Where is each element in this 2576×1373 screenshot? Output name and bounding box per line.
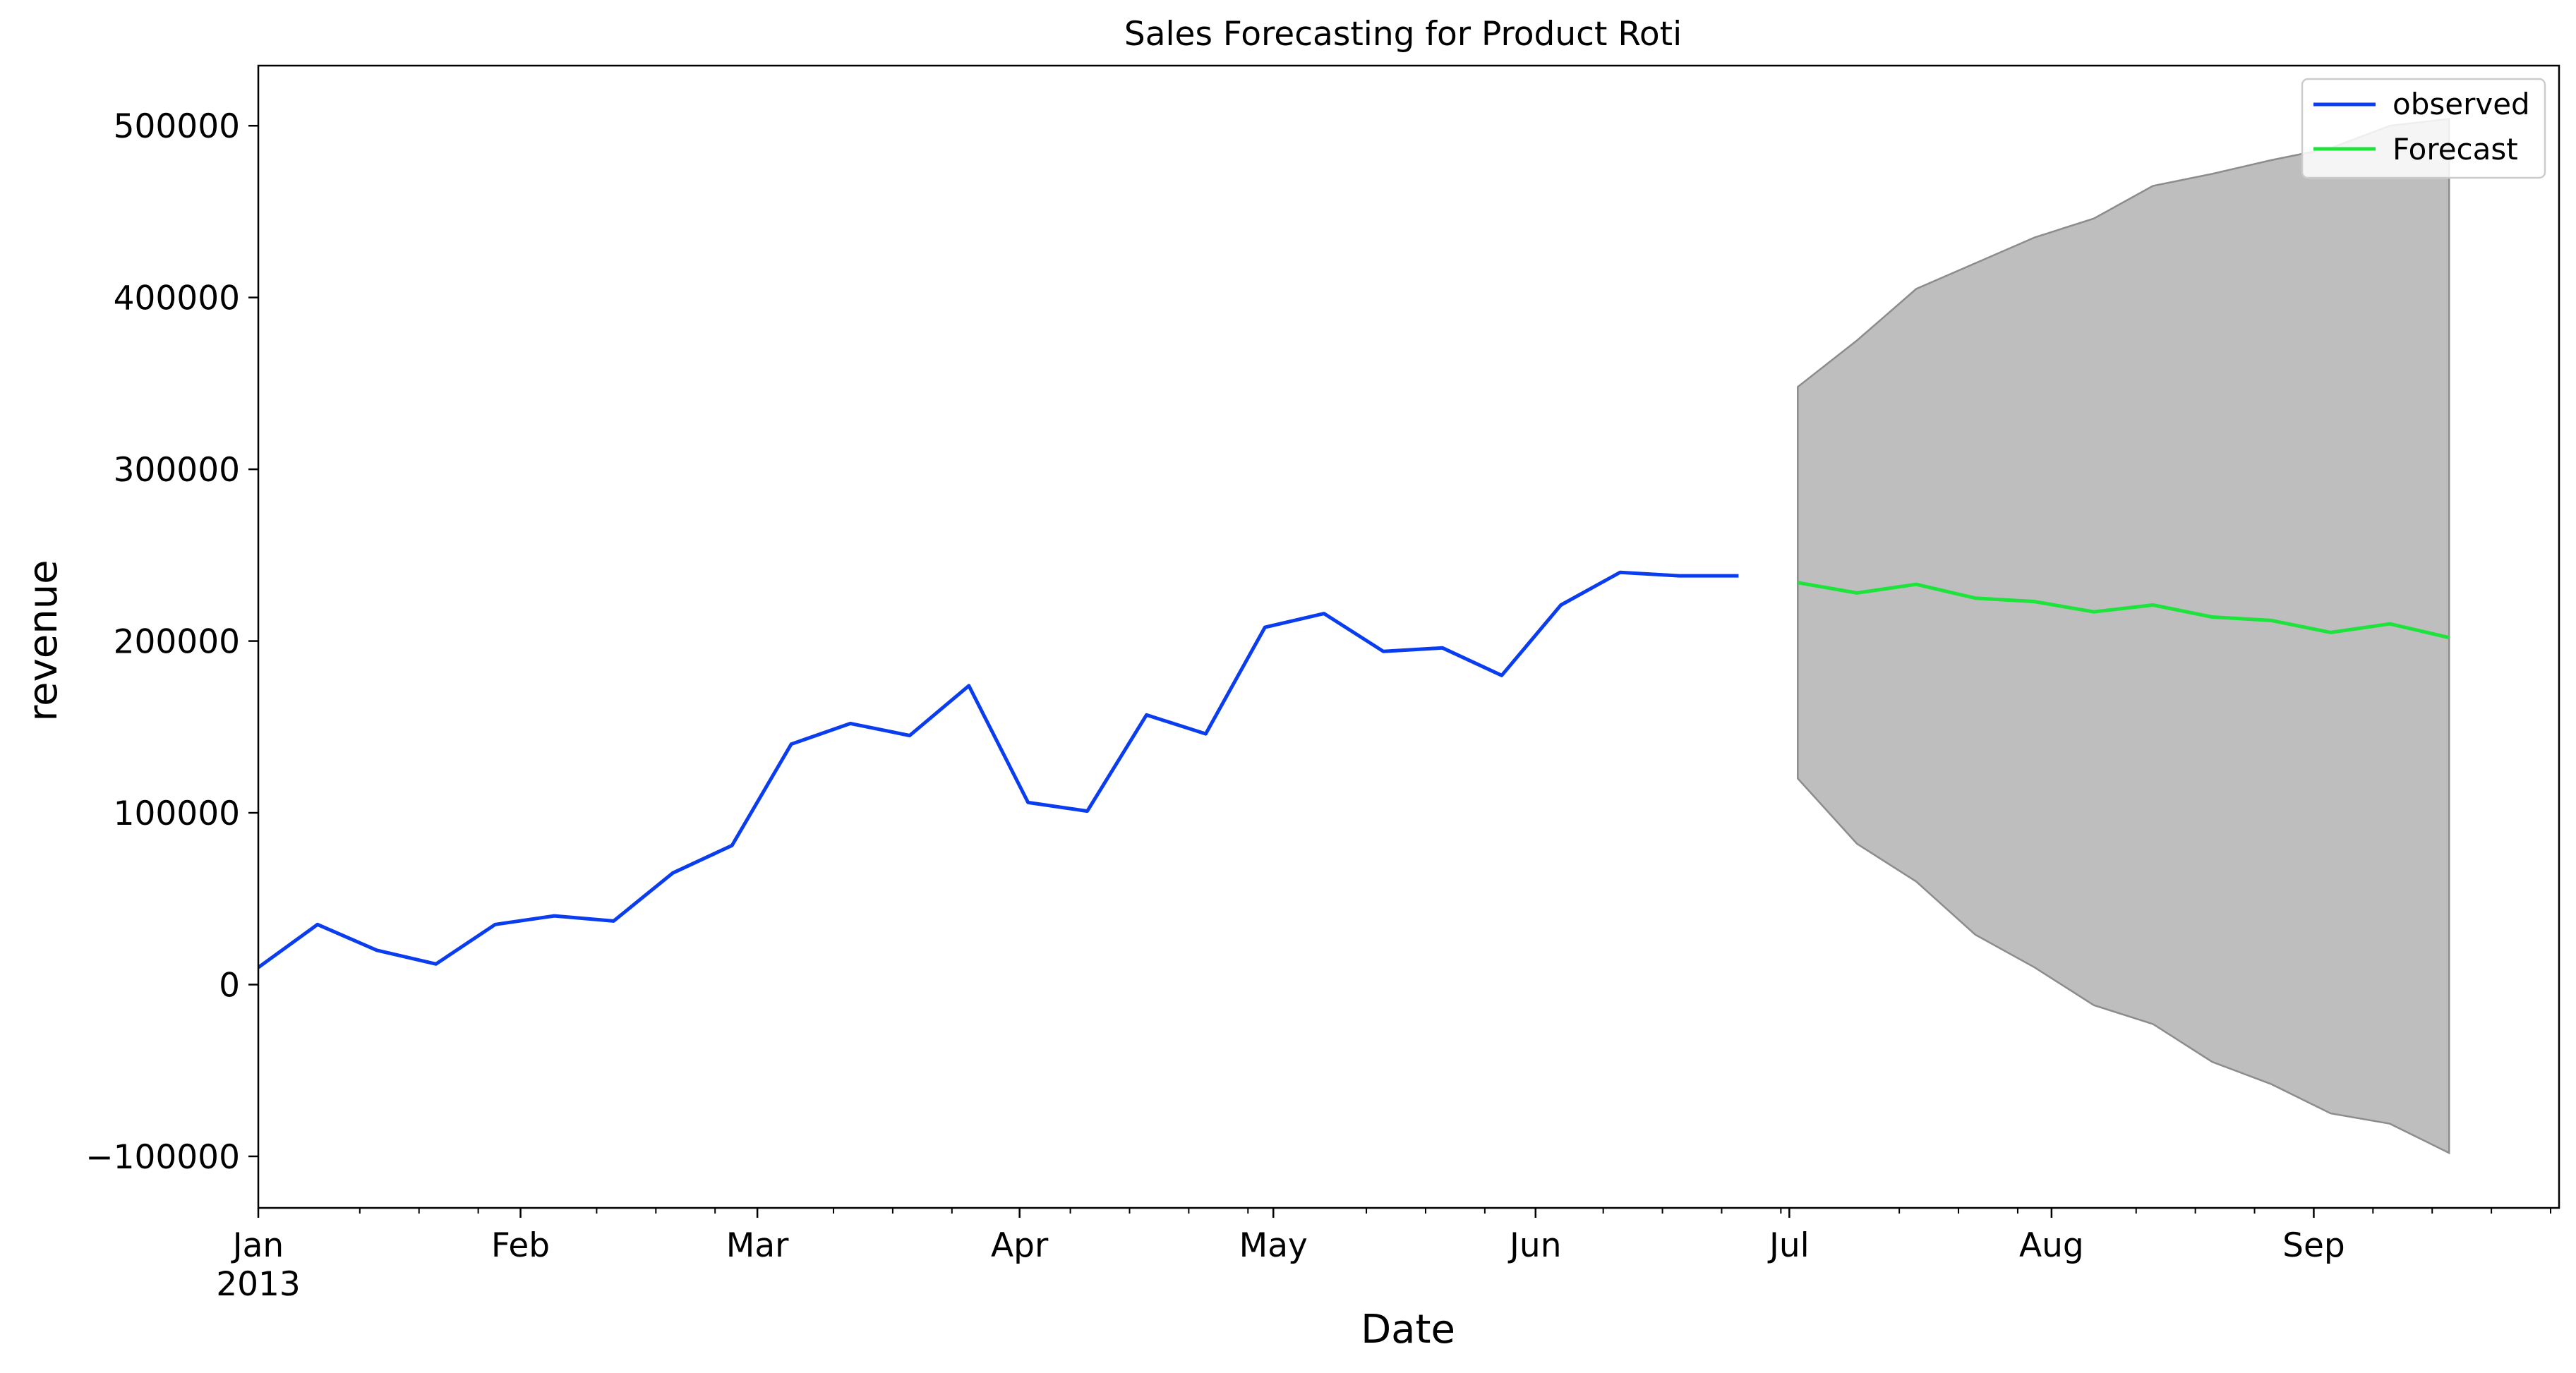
y-tick-label-3: 200000 — [114, 623, 240, 662]
series-line-0 — [258, 570, 1739, 969]
y-tick-label-4: 300000 — [114, 451, 240, 490]
confidence-band — [1797, 118, 2450, 1155]
series-layer — [258, 570, 2450, 969]
x-tick-label-1: Feb — [491, 1226, 550, 1265]
x-axis-label: Date — [1361, 1307, 1455, 1353]
legend: observed Forecast — [2301, 78, 2546, 179]
y-tick-label-1: 0 — [219, 967, 240, 1005]
plot-frame — [257, 64, 2560, 1209]
y-tick-label-5: 400000 — [114, 279, 240, 318]
confidence-band-layer — [1797, 118, 2450, 1155]
y-axis-label: revenue — [20, 560, 66, 721]
chart-title: Sales Forecasting for Product Roti — [1124, 15, 1682, 54]
y-tick-label-2: 100000 — [114, 794, 240, 833]
y-axis: −100000 0 100000 200000 300000 400000 500000 — [85, 107, 258, 1177]
legend-label-observed: observed — [2393, 87, 2530, 121]
x-tick-label-0: Jan — [231, 1226, 284, 1265]
y-tick-label-6: 500000 — [114, 107, 240, 146]
x-tick-label-3: Apr — [991, 1226, 1049, 1265]
x-tick-label-7: Aug — [2019, 1226, 2084, 1265]
y-tick-label-0: −100000 — [85, 1138, 240, 1177]
x-tick-label-6: Jul — [1767, 1226, 1810, 1265]
x-tick-label-8: Sep — [2282, 1226, 2345, 1265]
legend-label-forecast: Forecast — [2393, 132, 2518, 167]
x-tick-label-5: Jun — [1507, 1226, 1561, 1265]
series-line-1 — [1797, 581, 2450, 640]
x-tick-sublabel-0: 2013 — [216, 1265, 301, 1304]
x-tick-label-4: May — [1239, 1226, 1308, 1265]
x-tick-label-2: Mar — [726, 1226, 789, 1265]
plot-area — [258, 118, 2450, 1155]
